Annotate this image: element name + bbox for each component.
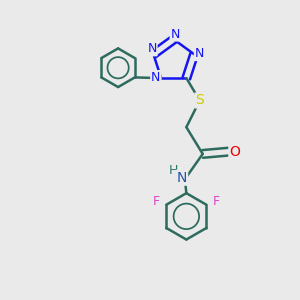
Text: F: F xyxy=(153,195,160,208)
Text: N: N xyxy=(147,42,157,56)
Text: H: H xyxy=(169,164,178,177)
Text: N: N xyxy=(171,28,180,40)
Text: O: O xyxy=(230,145,240,159)
Text: S: S xyxy=(195,93,204,107)
Text: F: F xyxy=(212,195,220,208)
Text: N: N xyxy=(151,71,160,84)
Text: N: N xyxy=(177,171,187,185)
Text: N: N xyxy=(195,47,204,60)
